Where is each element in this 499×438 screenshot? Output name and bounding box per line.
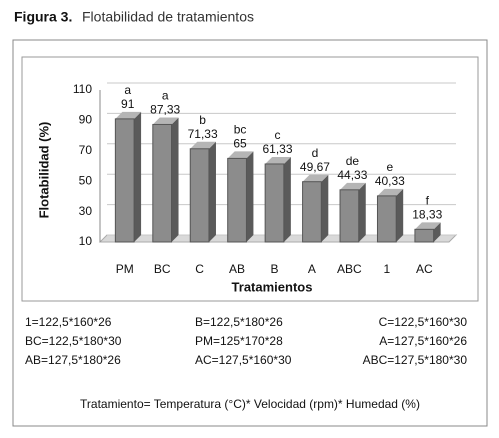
value-label: 87,33 [150, 103, 180, 117]
bar [114, 118, 135, 243]
significance-letter: d [312, 146, 319, 160]
bar-side [358, 182, 366, 242]
x-tick-label: 1 [383, 262, 390, 276]
bar-top [377, 188, 404, 196]
bar-top [227, 151, 254, 159]
bar-top [190, 141, 216, 149]
value-label: 91 [121, 97, 135, 111]
y-axis-label: Flotabilidad (%) [36, 122, 51, 219]
value-label: 44,33 [337, 168, 367, 182]
bar-top [302, 174, 329, 182]
legend-note: BC=122,5*180*30 [25, 334, 122, 348]
bar [339, 189, 360, 243]
y-tick-label: 10 [79, 234, 93, 248]
bar [264, 163, 285, 243]
x-tick-label: AC [416, 262, 433, 276]
y-tick-label: 110 [73, 82, 92, 96]
legend-note: B=122,5*180*26 [195, 315, 283, 329]
significance-letter: b [199, 113, 206, 127]
bar [227, 157, 247, 243]
bar [414, 228, 435, 243]
legend-note: AB=127,5*180*26 [25, 353, 121, 367]
bar-top [152, 117, 179, 125]
bar-top [340, 182, 366, 190]
value-label: 71,33 [188, 127, 218, 141]
bar [189, 148, 210, 243]
bar-side [433, 222, 441, 242]
x-axis-label: Tratamientos [232, 279, 313, 294]
value-label: 61,33 [262, 142, 292, 156]
x-tick-label: PM [116, 262, 134, 276]
legend-note: 1=122,5*160*26 [25, 315, 112, 329]
bar-side [246, 151, 254, 242]
value-label: 49,67 [300, 160, 330, 174]
significance-letter: e [386, 160, 393, 174]
significance-letter: a [124, 83, 131, 97]
bar [152, 123, 173, 243]
plot-frame [21, 56, 479, 302]
legend-note: PM=125*170*28 [195, 334, 283, 348]
significance-letter: f [426, 194, 430, 208]
chart-title: Flotabilidad de tratamientos [82, 9, 254, 25]
legend-note: AC=127,5*160*30 [195, 353, 292, 367]
legend-note: A=127,5*160*26 [379, 334, 467, 348]
bar-side [134, 111, 142, 242]
bar-top [414, 222, 441, 230]
value-label: 18,33 [412, 208, 442, 222]
bar-top [115, 111, 142, 119]
y-tick-label: 70 [79, 143, 93, 157]
value-label: 40,33 [375, 174, 405, 188]
y-tick-label: 90 [79, 113, 93, 127]
significance-letter: a [162, 89, 169, 103]
bar [376, 195, 397, 243]
significance-letter: de [346, 154, 360, 168]
legend-note: C=122,5*160*30 [379, 315, 468, 329]
x-tick-label: AB [229, 262, 245, 276]
x-tick-label: BC [154, 262, 171, 276]
significance-letter: bc [234, 123, 247, 137]
significance-letter: c [275, 128, 281, 142]
bar-side [283, 156, 291, 242]
bar-side [396, 188, 404, 242]
bar-side [321, 174, 329, 242]
y-tick-label: 50 [79, 173, 93, 187]
x-tick-label: ABC [337, 262, 362, 276]
figure-label: Figura 3. [14, 9, 72, 25]
bar-side [171, 117, 179, 242]
outer-frame [12, 39, 488, 427]
bar-side [208, 141, 216, 242]
x-tick-label: C [195, 262, 204, 276]
value-label: 65 [233, 137, 247, 151]
legend-note: ABC=127,5*180*30 [363, 353, 468, 367]
y-tick-label: 30 [79, 204, 93, 218]
footnote: Tratamiento= Temperatura (°C)* Velocidad… [80, 397, 420, 411]
bar-top [265, 156, 291, 164]
bar [302, 181, 322, 243]
x-tick-label: B [270, 262, 278, 276]
x-tick-label: A [308, 262, 316, 276]
